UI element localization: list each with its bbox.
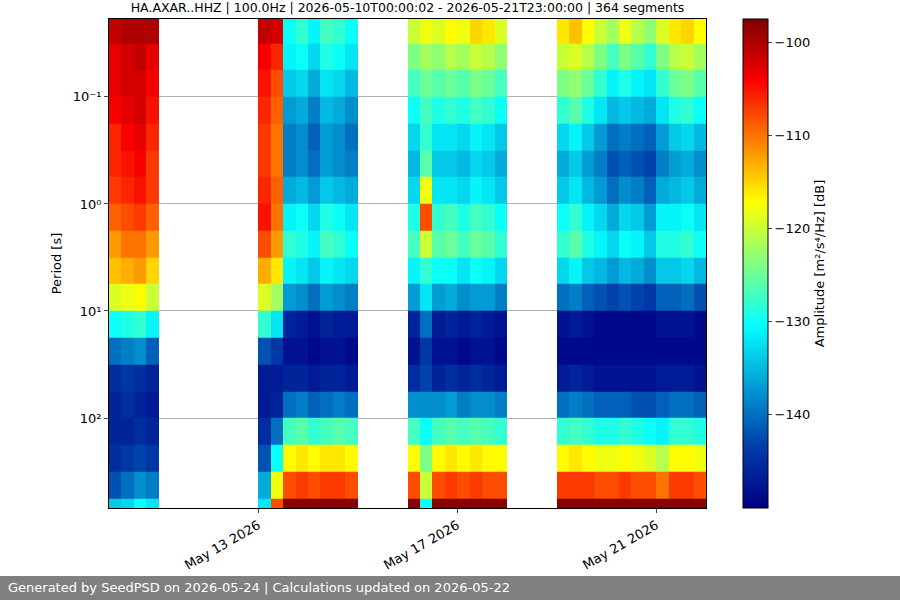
svg-text:HA.AXAR..HHZ | 100.0Hz | 2026-: HA.AXAR..HHZ | 100.0Hz | 2026-05-10T00:0…	[131, 0, 685, 15]
svg-text:−130: −130	[775, 314, 811, 329]
svg-text:10⁰: 10⁰	[80, 197, 102, 212]
html-text:Generated by SeedPSD on 2026-0: Generated by SeedPSD on 2026-05-24 | Cal…	[8, 580, 510, 595]
svg-text:May 13 2026: May 13 2026	[182, 517, 263, 572]
svg-text:10²: 10²	[80, 411, 102, 426]
svg-text:−140: −140	[775, 407, 811, 422]
svg-text:−120: −120	[775, 221, 811, 236]
svg-text:−100: −100	[775, 35, 811, 50]
svg-text:10¹: 10¹	[80, 304, 102, 319]
svg-text:May 17 2026: May 17 2026	[381, 517, 462, 572]
svg-text:Period [s]: Period [s]	[49, 233, 64, 295]
svg-text:Amplitude [m²/s⁴/Hz] [dB]: Amplitude [m²/s⁴/Hz] [dB]	[812, 180, 827, 348]
svg-text:May 21 2026: May 21 2026	[580, 517, 661, 572]
svg-text:−110: −110	[775, 128, 811, 143]
svg-text:10⁻¹: 10⁻¹	[73, 89, 102, 104]
